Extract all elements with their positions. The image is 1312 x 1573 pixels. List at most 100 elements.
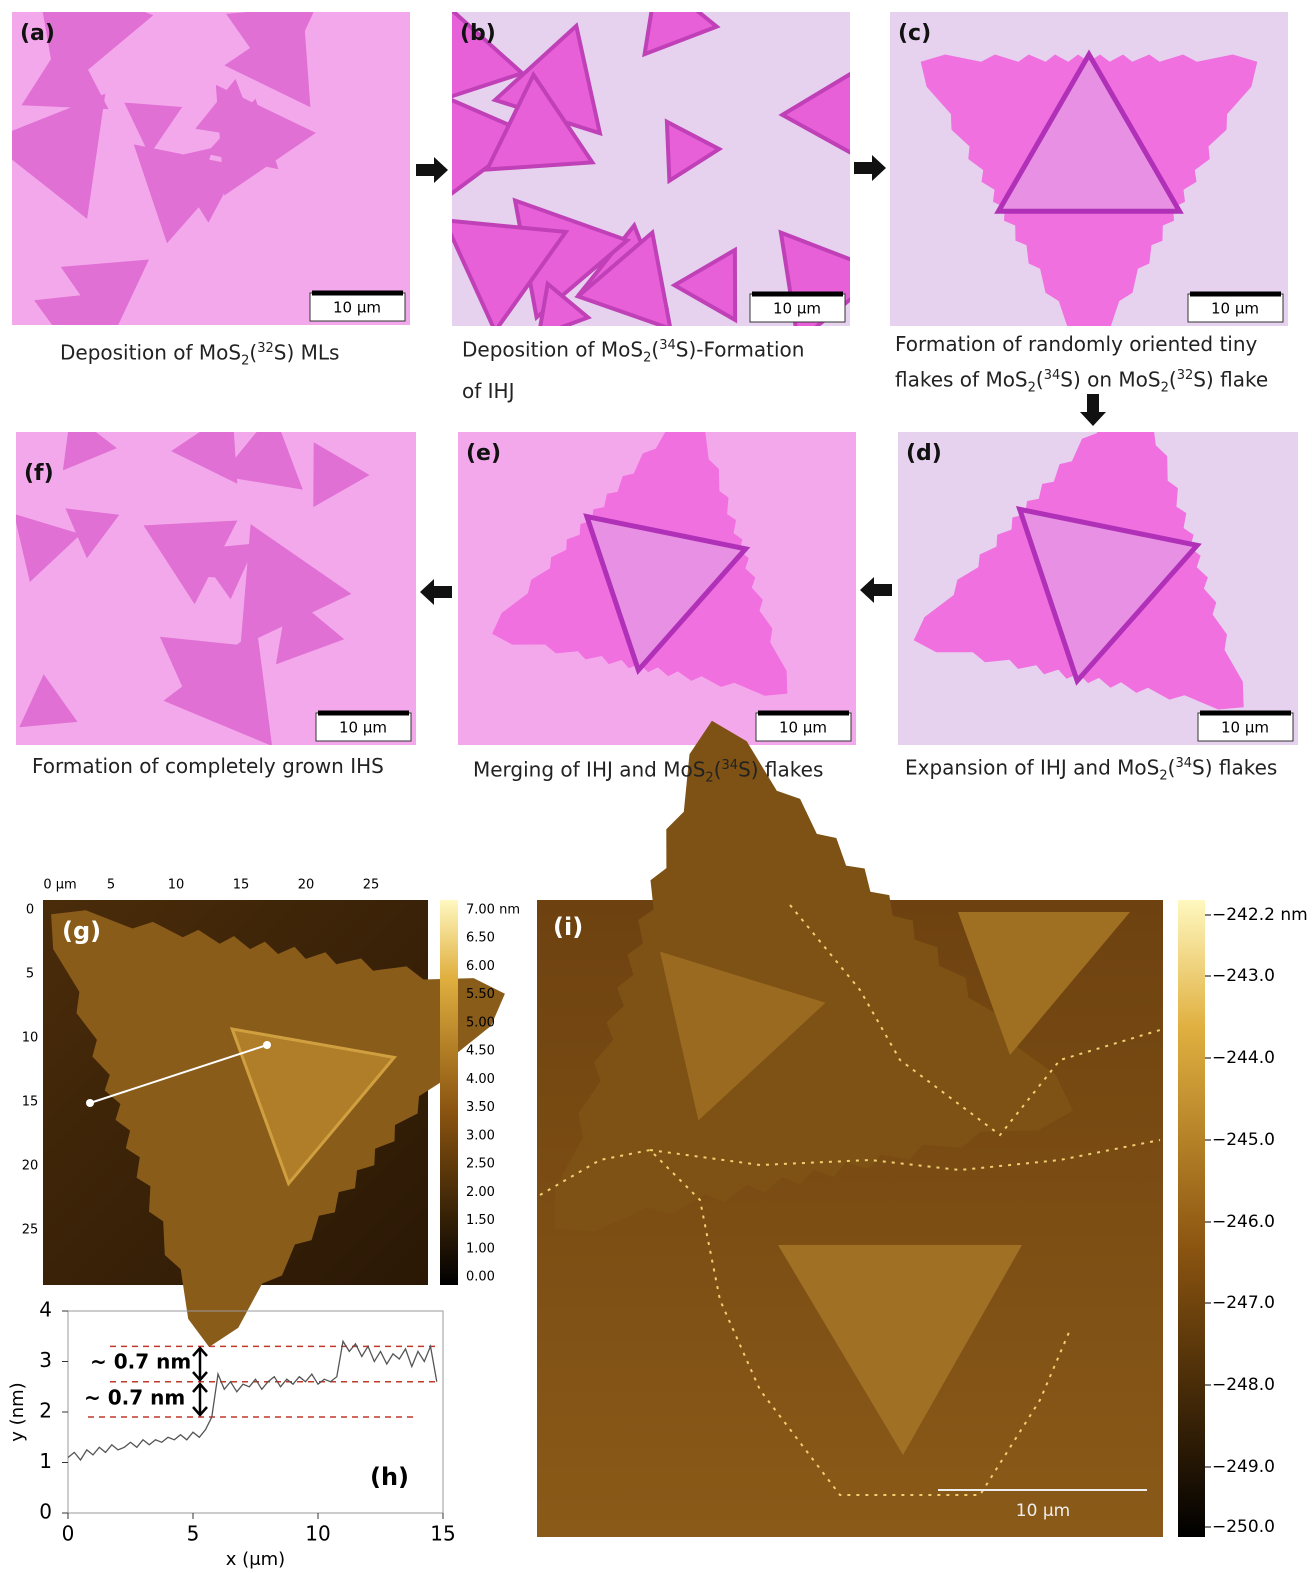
flake [452,219,570,326]
caption-text: 34 [659,338,676,353]
panel-label: (c) [898,21,931,46]
colorbar-tick-label: −243.0 [1212,966,1275,986]
colorbar-tick-label: 2.00 [466,1185,495,1200]
caption-text: S) on MoS [1060,367,1161,392]
caption-text: flakes of MoS [895,367,1028,392]
flake [21,31,109,110]
scale-bar-box [315,712,412,742]
optical-image [890,12,1288,326]
flake [664,118,724,185]
flake [19,674,78,728]
y-tick-label: 10 [22,1031,39,1046]
colorbar-tick-label: −250.0 [1212,1517,1275,1537]
inner-flake [994,49,1184,214]
flake [670,246,738,324]
scale-bar-label: 10 μm [339,719,387,737]
y-tick-label: 5 [26,967,34,982]
caption-text: Merging of IHJ and MoS [473,757,706,782]
colorbar-tick-label: 1.00 [466,1241,495,1256]
caption-text: ( [249,340,258,365]
colorbar-tick-label: −248.0 [1212,1375,1275,1395]
flake [16,514,81,582]
profile-end [86,1099,94,1107]
caption-text: S) flake [1193,367,1269,392]
flake [220,432,303,490]
flow-arrow [860,577,892,603]
colorbar-tick-label: 1.50 [466,1213,495,1228]
caption-text: 34 [721,758,739,773]
colorbar [440,900,458,1285]
flake [778,71,850,155]
caption-text: 2 [241,353,250,369]
caption-text: S) flakes [1192,755,1278,780]
panel-label: (i) [553,913,583,941]
scale-bar-box [755,712,852,742]
caption-line: Deposition of MoS2(34S)-Formation [462,330,804,375]
panel-label: (h) [370,1463,409,1491]
afm-inner-flake [958,912,1130,1055]
caption-text: S) flakes [738,757,824,782]
x-tick-label: 0 μm [43,878,76,893]
caption-text: 2 [705,770,714,786]
afm-inner-flake [229,1027,398,1187]
flake [215,84,316,196]
colorbar-tick-label: 5.00 [466,1015,495,1030]
flow-arrow [420,579,452,605]
colorbar-tick-label: 4.50 [466,1044,495,1059]
y-tick-label: 0 [39,1500,52,1524]
caption-line: Deposition of MoS2(32S) MLs [60,333,339,378]
scale-bar-label: 10 μm [773,300,821,318]
y-tick-label: 20 [22,1159,39,1174]
colorbar-tick-label: 4.00 [466,1072,495,1087]
caption-text: ( [1035,367,1044,392]
flake [224,12,311,108]
flake [143,520,238,605]
colorbar-tick-label: 5.50 [466,987,495,1002]
flake [60,259,149,325]
flake [483,70,596,172]
panel-label: (d) [906,441,942,466]
caption-line: flakes of MoS2(34S) on MoS2(32S) flake [895,360,1268,405]
flake [65,508,120,559]
y-axis-label: y (nm) [7,1382,28,1441]
caption-line: of IHJ [462,375,804,407]
arrow-head [192,1382,208,1393]
caption: Formation of completely grown IHS [32,750,384,782]
caption-text: ( [651,337,660,362]
panel-label: (a) [20,21,55,46]
panel-label: (b) [460,21,496,46]
colorbar-tick-label: 0.00 [466,1270,495,1285]
caption-text: ( [1168,367,1177,392]
colorbar-tick-label: −242.2 nm [1212,905,1308,925]
optical-image [12,12,410,325]
scale-bar-label: 10 μm [779,719,827,737]
arrow-head [192,1346,208,1357]
annotation: ~ 0.7 nm [84,1386,185,1410]
colorbar [1178,900,1205,1537]
arrow-head [192,1371,208,1382]
colorbar-tick-label: 2.50 [466,1157,495,1172]
profile-end [263,1041,271,1049]
y-tick-label: 3 [39,1348,52,1372]
colorbar-tick-label: −249.0 [1212,1457,1275,1477]
x-tick-label: 0 [62,1522,75,1546]
y-tick-label: 4 [39,1298,52,1322]
flow-arrow [416,157,448,183]
x-tick-label: 10 [305,1522,330,1546]
flake [133,144,236,244]
colorbar-tick-label: −246.0 [1212,1212,1275,1232]
afm-flake [554,720,1074,1232]
caption-line: Expansion of IHJ and MoS2(34S) flakes [905,748,1277,793]
caption: Expansion of IHJ and MoS2(34S) flakes [905,748,1277,793]
y-tick-label: 2 [39,1399,52,1423]
caption-text: Deposition of MoS [60,340,242,365]
x-tick-label: 20 [298,878,315,893]
colorbar-tick-label: −244.0 [1212,1048,1275,1068]
profile-line [67,1339,438,1462]
caption-text: of IHJ [462,378,515,403]
colorbar-tick-label: 6.00 [466,959,495,974]
caption-line: Formation of completely grown IHS [32,750,384,782]
caption-text: 32 [257,341,274,356]
